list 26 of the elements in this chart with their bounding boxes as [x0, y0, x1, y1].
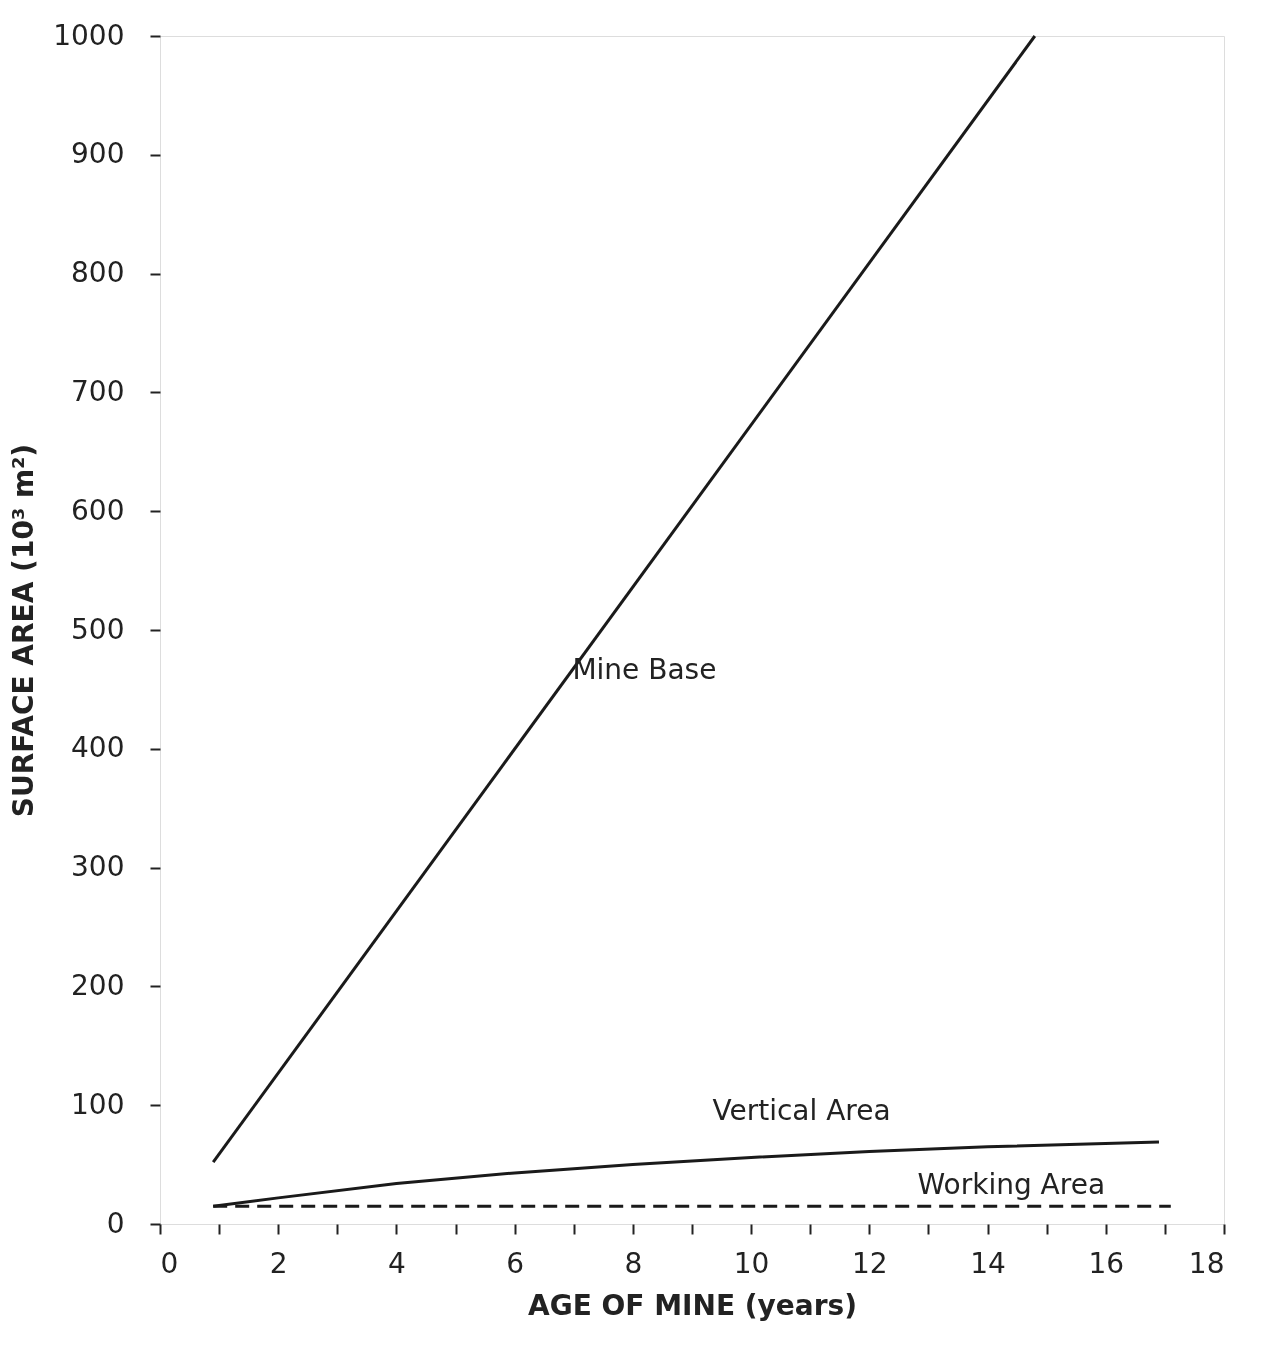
x-tick-label: 2 — [269, 1246, 288, 1280]
x-tick-label: 18 — [1188, 1246, 1225, 1280]
x-tick-label: 14 — [970, 1246, 1006, 1280]
x-tick-label: 4 — [388, 1246, 406, 1280]
x-tick-label: 6 — [506, 1246, 525, 1280]
y-tick-label: 700 — [71, 374, 125, 408]
y-tick-label: 900 — [71, 137, 125, 171]
x-tick-label: 8 — [624, 1246, 643, 1280]
x-axis-title: AGE OF MINE (years) — [528, 1288, 857, 1322]
y-tick-label: 800 — [71, 256, 125, 290]
y-tick-label: 1000 — [53, 18, 125, 52]
y-axis-title: SURFACE AREA (10³ m²) — [7, 443, 41, 818]
x-tick-label: 0 — [160, 1246, 179, 1280]
x-tick-label: 10 — [733, 1246, 770, 1280]
x-tick-label: 16 — [1088, 1246, 1125, 1280]
y-tick-label: 300 — [71, 850, 125, 884]
y-tick-label: 500 — [71, 612, 125, 646]
y-tick-label: 100 — [71, 1087, 125, 1121]
y-tick-label: 400 — [71, 731, 125, 765]
x-tick-label: 12 — [852, 1246, 888, 1280]
annotation: Working Area — [917, 1168, 1106, 1202]
y-tick-label: 600 — [71, 493, 125, 527]
annotation: Mine Base — [572, 652, 717, 686]
y-tick-label: 200 — [71, 968, 125, 1002]
y-tick-label: 0 — [106, 1206, 125, 1240]
annotation: Vertical Area — [712, 1094, 891, 1128]
